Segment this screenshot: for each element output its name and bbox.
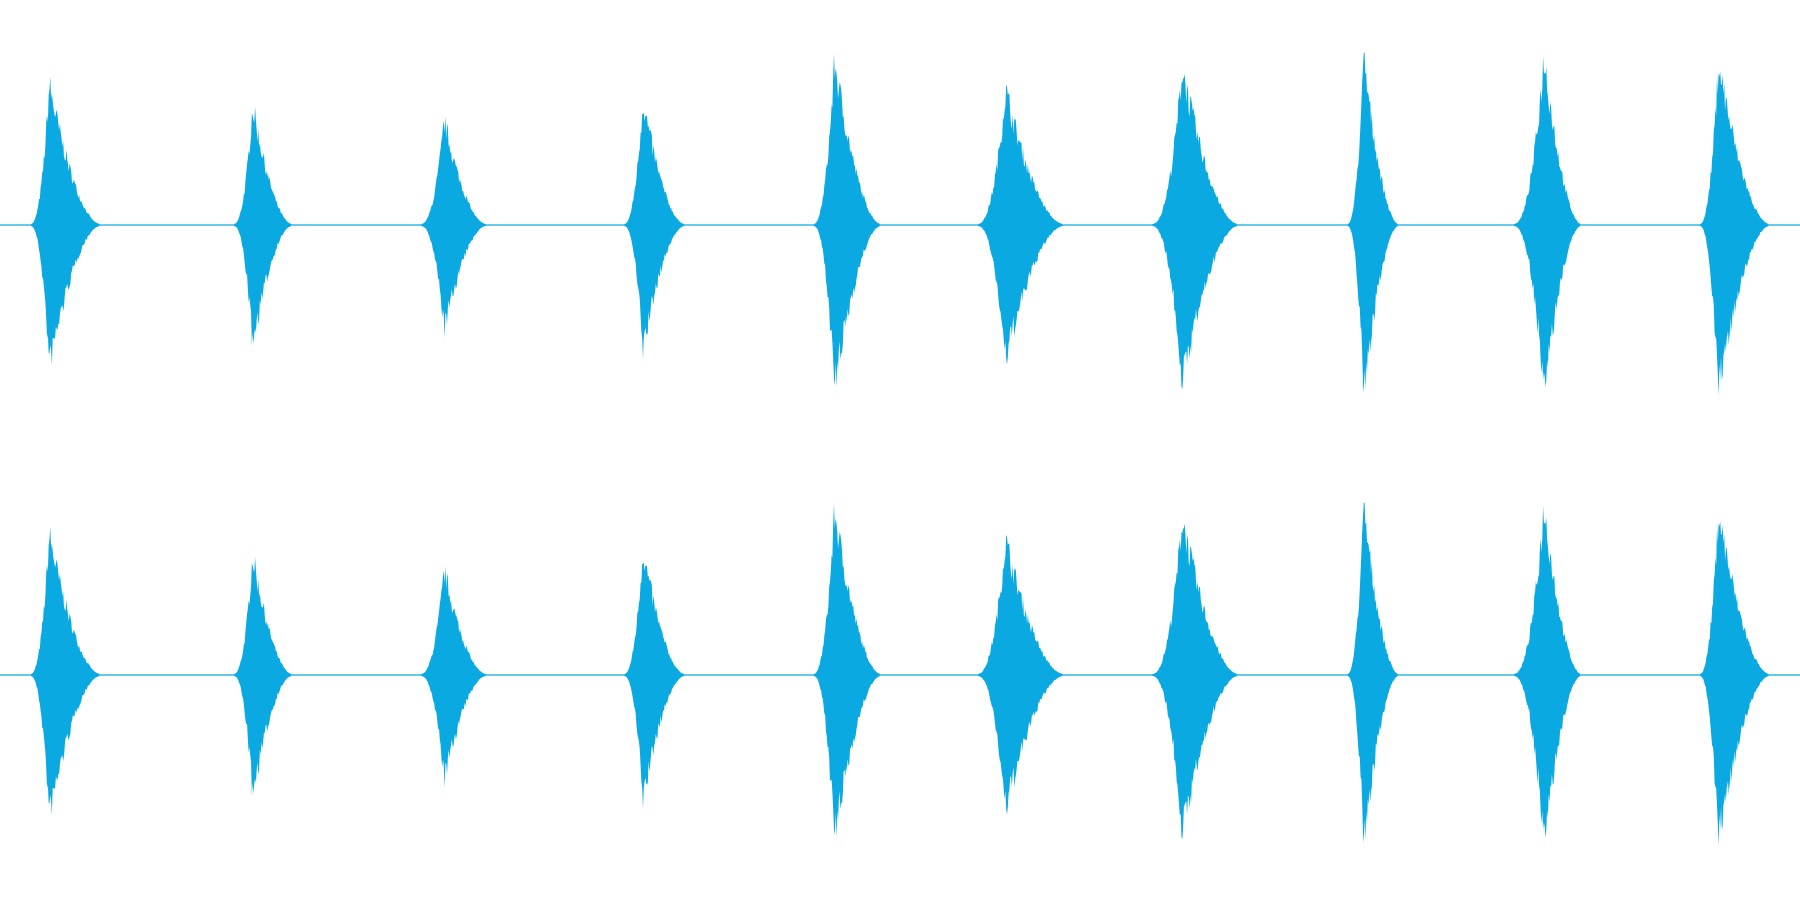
waveform-burst [30,76,100,366]
waveform-burst [30,526,100,816]
waveform-burst [421,565,486,788]
waveform-burst [978,84,1063,365]
waveform-burst [1514,56,1581,388]
waveform-burst [1347,52,1398,394]
waveform-burst [624,112,684,359]
waveform-burst [234,556,292,797]
waveform-burst [978,534,1063,815]
waveform-burst [1152,524,1237,840]
waveform-burst [624,562,684,809]
waveform-burst [1514,506,1581,838]
waveform-burst [813,503,880,839]
waveform-burst [1700,71,1769,396]
channel-right [0,502,1800,846]
waveform-burst [1700,521,1769,846]
waveform-burst [813,53,880,389]
waveform-burst [1152,74,1237,390]
channel-left [0,52,1800,396]
waveform-burst [1347,502,1398,844]
waveform-burst [421,115,486,338]
waveform-burst [234,106,292,347]
